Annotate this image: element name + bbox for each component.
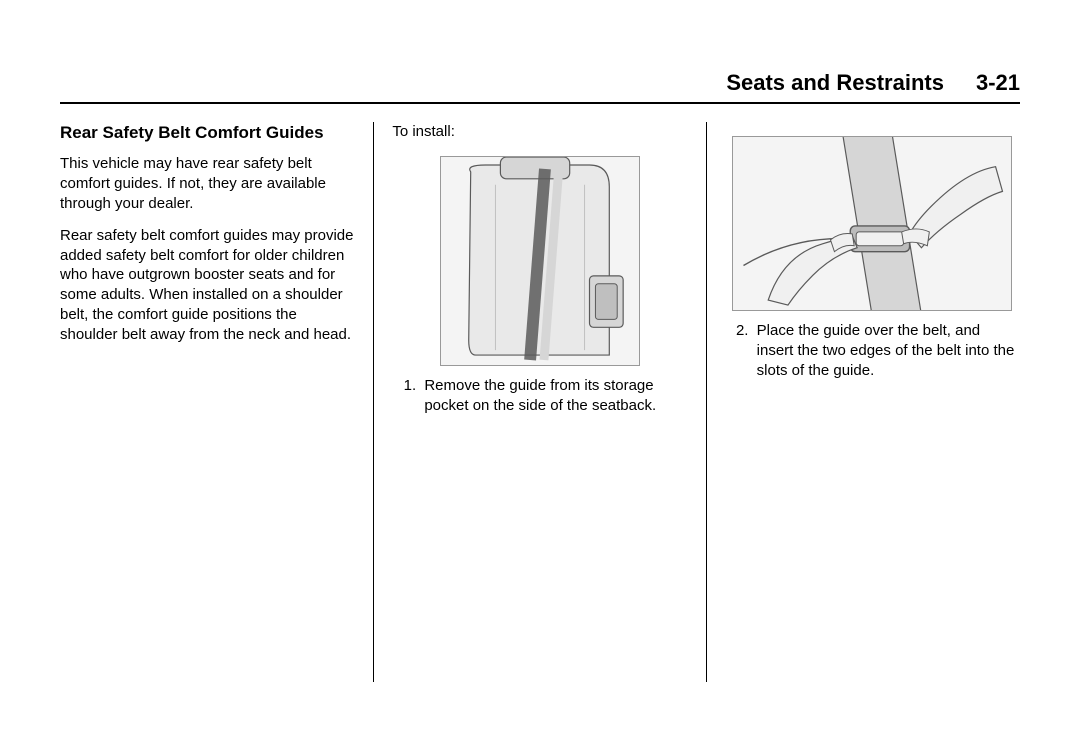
seatback-pocket-icon	[441, 157, 639, 365]
column-container: Rear Safety Belt Comfort Guides This veh…	[60, 122, 1020, 682]
column-2: To install:	[373, 122, 705, 682]
guide-over-belt-icon	[733, 137, 1011, 310]
step-text: Remove the guide from its storage pocket…	[424, 377, 656, 414]
illustration-wrap	[392, 156, 687, 366]
subsection-heading: Rear Safety Belt Comfort Guides	[60, 122, 355, 144]
illustration-seatback-pocket	[440, 156, 640, 366]
ordered-steps: Remove the guide from its storage pocket…	[392, 376, 687, 416]
ordered-steps: Place the guide over the belt, and inser…	[725, 321, 1020, 380]
illustration-wrap	[725, 136, 1020, 311]
step-item: Remove the guide from its storage pocket…	[420, 376, 687, 416]
manual-page: Seats and Restraints 3-21 Rear Safety Be…	[0, 0, 1080, 756]
body-paragraph: This vehicle may have rear safety belt c…	[60, 154, 355, 213]
illustration-guide-over-belt	[732, 136, 1012, 311]
page-header: Seats and Restraints 3-21	[60, 70, 1020, 104]
column-1: Rear Safety Belt Comfort Guides This veh…	[60, 122, 373, 682]
section-title: Seats and Restraints	[726, 70, 944, 96]
step-text: Place the guide over the belt, and inser…	[757, 322, 1015, 379]
column-3: Place the guide over the belt, and inser…	[706, 122, 1020, 682]
instruction-lead: To install:	[392, 122, 687, 142]
page-number: 3-21	[976, 70, 1020, 96]
body-paragraph: Rear safety belt comfort guides may prov…	[60, 226, 355, 345]
step-item: Place the guide over the belt, and inser…	[753, 321, 1020, 380]
